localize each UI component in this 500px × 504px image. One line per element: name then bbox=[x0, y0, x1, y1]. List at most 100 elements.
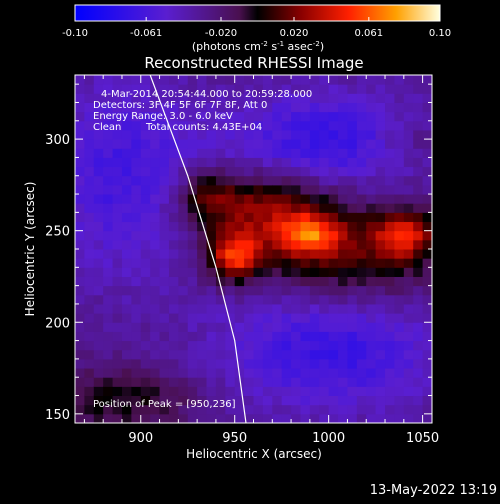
heatmap-cell bbox=[422, 413, 432, 423]
heatmap-cell bbox=[75, 129, 85, 140]
heatmap-cell bbox=[215, 303, 226, 314]
heatmap-cell bbox=[366, 166, 377, 177]
heatmap-cell bbox=[131, 313, 142, 323]
heatmap-cell bbox=[319, 258, 330, 268]
heatmap-cell bbox=[225, 102, 236, 113]
heatmap-cell bbox=[262, 395, 273, 406]
heatmap-cell bbox=[159, 102, 170, 113]
heatmap-cell bbox=[272, 148, 283, 158]
heatmap-cell bbox=[121, 349, 132, 360]
heatmap-cell bbox=[291, 194, 301, 204]
heatmap-cell bbox=[131, 75, 142, 85]
heatmap-cell bbox=[356, 102, 367, 113]
heatmap-cell bbox=[131, 340, 142, 351]
heatmap-cell bbox=[84, 377, 95, 387]
heatmap-cell bbox=[159, 294, 170, 305]
heatmap-cell bbox=[150, 267, 161, 277]
heatmap-cell bbox=[168, 75, 179, 85]
heatmap-cell bbox=[385, 404, 395, 415]
heatmap-cell bbox=[262, 413, 273, 423]
heatmap-cell bbox=[385, 139, 395, 149]
heatmap-cell bbox=[281, 349, 292, 360]
heatmap-cell bbox=[84, 166, 95, 177]
heatmap-cell bbox=[403, 358, 414, 369]
heatmap-cell bbox=[422, 285, 432, 296]
heatmap-cell bbox=[328, 203, 339, 213]
heatmap-cell bbox=[281, 276, 292, 287]
heatmap-cell bbox=[206, 194, 217, 204]
heatmap-cell bbox=[187, 102, 198, 113]
heatmap-cell bbox=[385, 303, 395, 314]
heatmap-cell bbox=[150, 212, 161, 223]
heatmap-cell bbox=[319, 239, 330, 250]
y-tick-label: 200 bbox=[45, 316, 70, 331]
colorbar-tick-label: -0.061 bbox=[130, 28, 162, 39]
heatmap-cell bbox=[168, 413, 179, 423]
heatmap-cell bbox=[103, 120, 114, 131]
heatmap-cell bbox=[319, 285, 330, 296]
heatmap-cell bbox=[225, 148, 236, 158]
heatmap-cell bbox=[403, 377, 414, 387]
heatmap-cell bbox=[112, 166, 123, 177]
heatmap-cell bbox=[215, 102, 226, 113]
colorbar-tick-label: -0.020 bbox=[205, 28, 237, 39]
heatmap-cell bbox=[413, 322, 424, 332]
heatmap-cell bbox=[84, 294, 95, 305]
heatmap-cell bbox=[300, 239, 311, 250]
heatmap-cell bbox=[121, 111, 132, 122]
heatmap-cell bbox=[103, 303, 114, 314]
heatmap-cell bbox=[121, 93, 132, 103]
y-axis-ticks: 150 200 250 300 bbox=[45, 83, 432, 423]
heatmap-cell bbox=[225, 368, 236, 378]
heatmap-cell bbox=[347, 148, 358, 158]
heatmap-cell bbox=[225, 184, 236, 195]
heatmap-cell bbox=[244, 194, 254, 204]
heatmap-cell bbox=[338, 157, 348, 168]
heatmap-cell bbox=[244, 276, 254, 287]
heatmap-cell bbox=[338, 194, 348, 204]
heatmap-cell bbox=[215, 203, 226, 213]
heatmap-cell bbox=[225, 404, 236, 415]
heatmap-cell bbox=[291, 377, 301, 387]
heatmap-cell bbox=[159, 322, 170, 332]
heatmap-cell bbox=[121, 313, 132, 323]
heatmap-cell bbox=[112, 358, 123, 369]
heatmap-cell bbox=[347, 102, 358, 113]
heatmap-cell bbox=[385, 148, 395, 158]
heatmap-cell bbox=[309, 221, 320, 232]
heatmap-cell bbox=[394, 120, 405, 131]
heatmap-cell bbox=[112, 349, 123, 360]
y-tick-label: 150 bbox=[45, 408, 70, 423]
heatmap-cell bbox=[403, 157, 414, 168]
heatmap-cell bbox=[197, 404, 208, 415]
heatmap-cell bbox=[291, 313, 301, 323]
heatmap-cell bbox=[75, 267, 85, 277]
heatmap-cell bbox=[375, 322, 386, 332]
heatmap-cell bbox=[197, 175, 208, 186]
heatmap-cell bbox=[215, 221, 226, 232]
heatmap-cell bbox=[422, 93, 432, 103]
heatmap-cell bbox=[140, 102, 151, 113]
heatmap-cell bbox=[385, 184, 395, 195]
heatmap-cell bbox=[309, 129, 320, 140]
heatmap-cell bbox=[93, 75, 104, 85]
heatmap-cell bbox=[121, 148, 132, 158]
heatmap-cell bbox=[328, 139, 339, 149]
heatmap-cell bbox=[272, 331, 283, 342]
heatmap-cell bbox=[112, 322, 123, 332]
heatmap-cell bbox=[168, 129, 179, 140]
heatmap-cell bbox=[328, 75, 339, 85]
heatmap-cell bbox=[93, 212, 104, 223]
heatmap-cell bbox=[253, 386, 264, 397]
heatmap-cell bbox=[394, 303, 405, 314]
heatmap-cell bbox=[253, 129, 264, 140]
heatmap-cell bbox=[375, 111, 386, 122]
heatmap-cell bbox=[422, 322, 432, 332]
heatmap-cell bbox=[300, 395, 311, 406]
heatmap-cell bbox=[75, 331, 85, 342]
heatmap-cell bbox=[244, 331, 254, 342]
heatmap-cell bbox=[300, 267, 311, 277]
heatmap-cell bbox=[375, 377, 386, 387]
heatmap-cell bbox=[403, 221, 414, 232]
heatmap-cell bbox=[347, 349, 358, 360]
